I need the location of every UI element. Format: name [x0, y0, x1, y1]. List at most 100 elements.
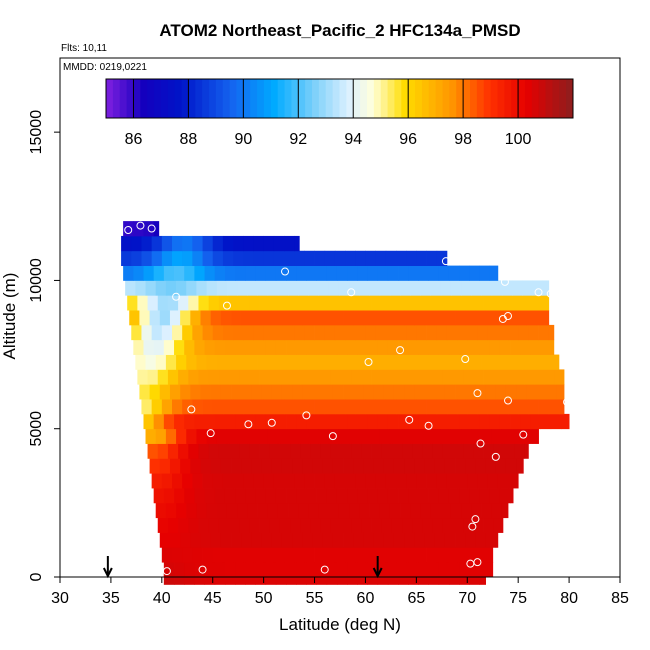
heatmap-cell — [212, 473, 224, 489]
sample-point — [519, 430, 528, 439]
heatmap-cell — [249, 369, 260, 385]
x-tick-label: 85 — [611, 590, 629, 607]
heatmap-cell — [206, 280, 218, 296]
heatmap-cell — [465, 384, 476, 400]
colorbar-segment — [140, 79, 148, 118]
heatmap-cell — [334, 399, 346, 415]
heatmap-cell — [334, 547, 346, 563]
heatmap-cell — [208, 517, 220, 533]
heatmap-cell — [487, 473, 499, 489]
heatmap-cell — [324, 324, 336, 341]
heatmap-cell — [336, 339, 348, 355]
heatmap-cell — [436, 399, 448, 415]
colorbar-segment — [387, 79, 395, 118]
heatmap-cell — [233, 250, 244, 266]
heatmap-cell — [357, 413, 368, 430]
heatmap-cell — [448, 265, 460, 281]
heatmap-cell — [214, 339, 226, 355]
heatmap-cell — [316, 413, 328, 430]
heatmap-cell — [194, 339, 205, 355]
heatmap-cell — [416, 547, 427, 563]
heatmap-cell — [522, 428, 533, 444]
heatmap-cell — [355, 250, 366, 266]
heatmap-cell — [422, 517, 434, 533]
heatmap-cell — [510, 488, 514, 504]
heatmap-cell — [440, 502, 452, 519]
heatmap-cell — [444, 310, 456, 326]
heatmap-cell — [218, 369, 230, 385]
heatmap-cell — [361, 369, 372, 385]
heatmap-cell — [261, 384, 273, 400]
heatmap-cell — [322, 384, 334, 400]
heatmap-cell — [141, 324, 153, 341]
heatmap-cell — [457, 547, 468, 563]
sample-point — [491, 452, 500, 461]
heatmap-cell — [324, 250, 336, 266]
heatmap-cell — [224, 413, 236, 430]
heatmap-cell — [432, 443, 444, 459]
heatmap-cell — [424, 310, 436, 326]
heatmap-cell — [396, 250, 407, 266]
colorbar — [105, 78, 574, 119]
heatmap-cell — [373, 458, 385, 474]
heatmap-cell — [412, 443, 423, 459]
colorbar-segment — [346, 79, 354, 118]
heatmap-cell — [418, 488, 429, 504]
heatmap-cell — [530, 339, 541, 355]
sample-point — [504, 312, 512, 321]
heatmap-cell — [308, 428, 320, 444]
heatmap-cell — [497, 324, 509, 341]
colorbar-segment — [112, 79, 121, 118]
heatmap-cell — [518, 399, 529, 415]
heatmap-cell — [556, 384, 565, 400]
colorbar-segment — [552, 79, 560, 118]
sample-point — [534, 288, 543, 297]
sample-point — [405, 415, 414, 424]
heatmap-cell — [214, 562, 226, 578]
heatmap-cell — [540, 413, 552, 430]
heatmap-cell — [235, 265, 246, 281]
heatmap-cell — [257, 428, 269, 444]
heatmap-cell — [375, 250, 387, 266]
heatmap-cell — [194, 562, 205, 578]
colorbar-segment — [250, 79, 258, 118]
heatmap-cell — [343, 458, 354, 474]
colorbar-segment — [490, 79, 498, 118]
heatmap-cell — [416, 399, 427, 415]
heatmap-cell — [493, 517, 504, 533]
colorbar-segment — [277, 79, 286, 118]
heatmap-cell — [204, 413, 216, 430]
sample-point — [162, 567, 171, 576]
heatmap-cell — [288, 280, 299, 296]
sample-point — [424, 421, 433, 430]
heatmap-cell — [318, 354, 330, 370]
heatmap-cell — [281, 310, 293, 326]
sample-point — [473, 558, 482, 567]
heatmap-cell — [308, 354, 320, 370]
heatmap-cell — [306, 339, 317, 355]
heatmap-cell — [426, 324, 438, 341]
heatmap-cell — [499, 339, 511, 355]
heatmap-cell — [385, 399, 397, 415]
heatmap-cell — [241, 532, 252, 548]
heatmap-cell — [363, 384, 374, 400]
date-label: MMDD: 0219,0221 — [63, 62, 147, 73]
heatmap-cell — [147, 369, 159, 385]
heatmap-cell — [214, 413, 226, 430]
heatmap-cell — [296, 339, 307, 355]
heatmap-cell — [481, 354, 493, 370]
heatmap-cell — [389, 354, 401, 370]
heatmap-cell — [363, 310, 374, 326]
heatmap-cell — [524, 443, 529, 459]
heatmap-cell — [224, 488, 236, 504]
heatmap-cell — [418, 265, 429, 281]
heatmap-cell — [255, 562, 267, 578]
y-tick-label: 0 — [28, 572, 45, 581]
heatmap-cell — [161, 235, 173, 252]
heatmap-cell — [159, 458, 171, 474]
heatmap-cell — [178, 295, 189, 311]
sample-markers — [124, 221, 572, 576]
heatmap-cell — [172, 547, 183, 563]
heatmap-cell — [198, 369, 210, 385]
heatmap-cell — [475, 310, 486, 326]
